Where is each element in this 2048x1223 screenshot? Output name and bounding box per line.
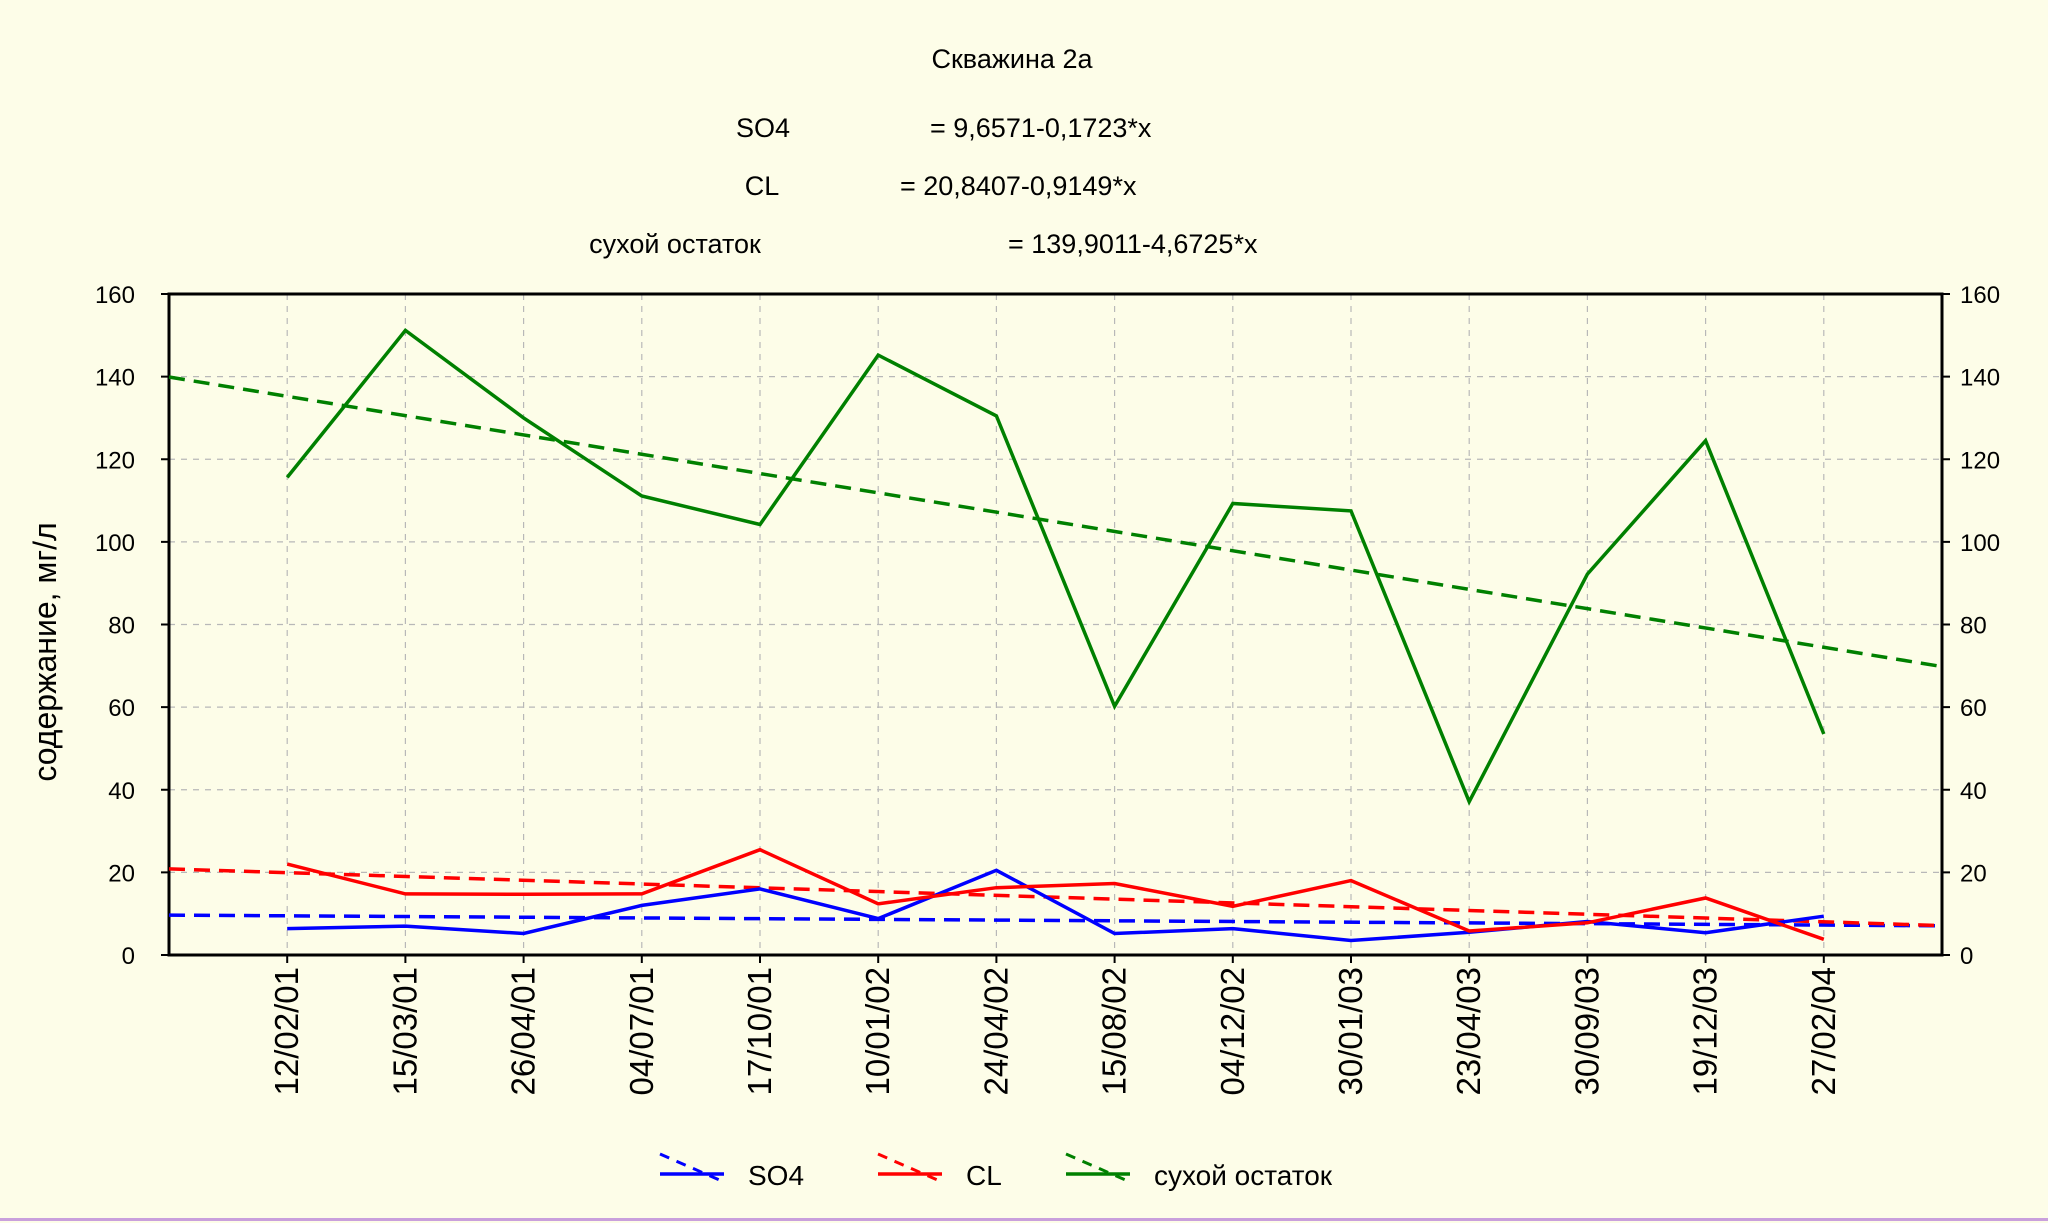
- y-tick-label-right: 60: [1960, 695, 1987, 722]
- x-tick-label: 27/02/04: [1805, 967, 1842, 1095]
- grid: [169, 294, 1942, 955]
- series-line-so4: [287, 868, 1825, 943]
- trend-lines: [168, 375, 1943, 928]
- series-line-dry-residue: [285, 327, 1826, 806]
- legend-item-cl: CL: [877, 1152, 1002, 1191]
- x-tick-label: 17/10/01: [741, 967, 778, 1095]
- legend-label-so4: SO4: [748, 1160, 804, 1191]
- y-tick-label-left: 100: [95, 530, 135, 557]
- y-tick-label-right: 160: [1960, 282, 2000, 309]
- y-tick-label-right: 120: [1960, 447, 2000, 474]
- legend-dash-dry-residue: [1065, 1152, 1131, 1184]
- legend-dash-cl: [877, 1152, 943, 1184]
- y-tick-label-left: 120: [95, 447, 135, 474]
- y-tick-label-left: 140: [95, 365, 135, 392]
- y-tick-label-left: 40: [108, 778, 135, 805]
- x-tick-label: 19/12/03: [1687, 967, 1724, 1095]
- trend-line-dry-residue: [168, 375, 1943, 669]
- legend-dash-so4: [659, 1152, 725, 1184]
- trend-line-cl: [168, 867, 1943, 928]
- legend-item-dry-residue: сухой остаток: [1065, 1152, 1333, 1191]
- legend-label-dry-residue: сухой остаток: [1154, 1160, 1333, 1191]
- x-tick-label: 15/08/02: [1096, 967, 1133, 1095]
- series-lines: [285, 327, 1826, 943]
- x-tick-label: 26/04/01: [505, 967, 542, 1095]
- y-tick-label-right: 80: [1960, 613, 1987, 640]
- y-tick-label-right: 40: [1960, 778, 1987, 805]
- y-tick-label-left: 20: [108, 860, 135, 887]
- x-tick-label: 30/01/03: [1332, 967, 1369, 1095]
- x-tick-label: 23/04/03: [1450, 967, 1487, 1095]
- x-tick-label: 04/12/02: [1214, 967, 1251, 1095]
- equation-name-dry-residue: сухой остаток: [589, 229, 761, 259]
- y-tick-label-left: 0: [122, 943, 135, 970]
- axis-ticks: 0 0 20 20 40 40 60 60 80 80 100 100 120 120 140 140 160 1…: [95, 282, 2000, 1095]
- legend-label-cl: CL: [966, 1160, 1002, 1191]
- equation-formula-cl: = 20,8407-0,9149*x: [900, 171, 1137, 201]
- y-tick-label-right: 100: [1960, 530, 2000, 557]
- y-tick-label-left: 60: [108, 695, 135, 722]
- y-tick-label-left: 80: [108, 613, 135, 640]
- equation-name-cl: CL: [745, 171, 780, 201]
- y-axis-label: содержание, мг/л: [27, 522, 63, 781]
- equation-formula-dry-residue: = 139,9011-4,6725*x: [1008, 229, 1258, 259]
- x-tick-label: 10/01/02: [859, 967, 896, 1095]
- x-tick-label: 30/09/03: [1568, 967, 1605, 1095]
- legend: SO4 CL сухой остаток: [659, 1152, 1333, 1191]
- chart-title: Скважина 2а: [932, 44, 1094, 74]
- y-tick-label-left: 160: [95, 282, 135, 309]
- x-tick-label: 12/02/01: [268, 967, 305, 1095]
- y-tick-label-right: 20: [1960, 860, 1987, 887]
- trend-line-so4: [168, 913, 1943, 928]
- y-tick-label-right: 0: [1960, 943, 1973, 970]
- x-tick-label: 15/03/01: [386, 967, 423, 1095]
- equation-formula-so4: = 9,6571-0,1723*x: [930, 113, 1152, 143]
- x-tick-label: 24/04/02: [977, 967, 1014, 1095]
- x-tick-label: 04/07/01: [623, 967, 660, 1095]
- equation-name-so4: SO4: [736, 113, 790, 143]
- series-line-cl: [286, 847, 1825, 941]
- y-tick-label-right: 140: [1960, 365, 2000, 392]
- legend-item-so4: SO4: [659, 1152, 804, 1191]
